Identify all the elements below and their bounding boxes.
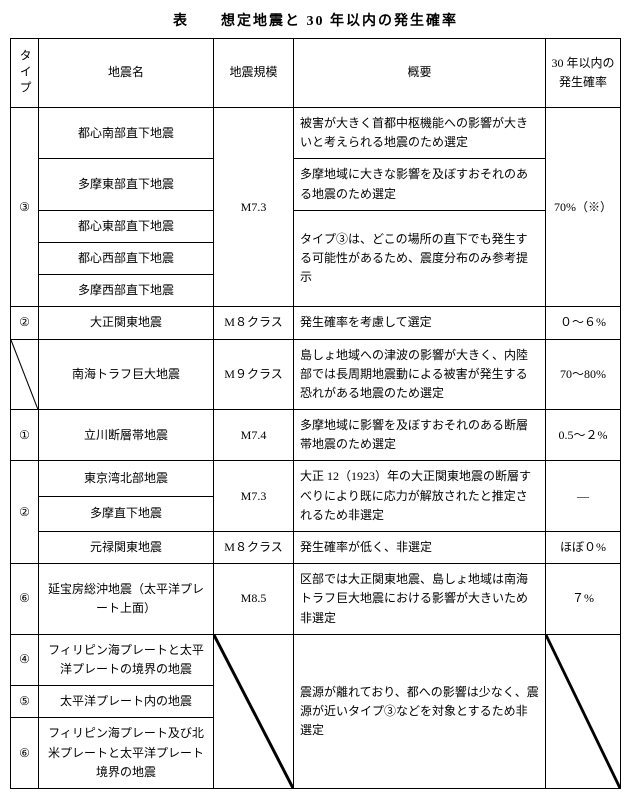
table-row: ④ フィリピン海プレートと太平洋プレートの境界の地震 震源が離れており、都への影…	[11, 634, 621, 685]
cell-scale-diagonal	[214, 634, 294, 788]
cell-type: ①	[11, 410, 39, 461]
cell-name: 東京湾北部地震	[39, 461, 214, 496]
cell-probability: ０～６%	[546, 307, 621, 339]
cell-name: 延宝房総沖地震（太平洋プレート上面）	[39, 564, 214, 635]
cell-type: ②	[11, 461, 39, 564]
cell-probability: ほぼ０%	[546, 532, 621, 564]
header-row: タイプ 地震名 地震規模 概要 30 年以内の発生確率	[11, 39, 621, 108]
table-row: ① 立川断層帯地震 M7.4 多摩地域に影響を及ぼすおそれのある断層帯地震のため…	[11, 410, 621, 461]
cell-name: 立川断層帯地震	[39, 410, 214, 461]
cell-name: 元禄関東地震	[39, 532, 214, 564]
cell-type: ⑤	[11, 686, 39, 718]
header-type: タイプ	[11, 39, 39, 108]
cell-probability: ―	[546, 461, 621, 532]
cell-probability: 0.5～２%	[546, 410, 621, 461]
cell-summary: タイプ③は、どこの場所の直下でも発生する可能性があるため、震度分布のみ参考提示	[294, 210, 546, 307]
cell-name: 都心西部直下地震	[39, 242, 214, 274]
cell-name: 多摩直下地震	[39, 496, 214, 531]
cell-type: ②	[11, 307, 39, 339]
cell-type-diagonal	[11, 339, 39, 410]
cell-summary: 島しょ地域への津波の影響が大きく、内陸部では長周期地震動による被害が発生する恐れ…	[294, 339, 546, 410]
cell-name: 南海トラフ巨大地震	[39, 339, 214, 410]
table-row: 南海トラフ巨大地震 M９クラス 島しょ地域への津波の影響が大きく、内陸部では長周…	[11, 339, 621, 410]
cell-summary: 多摩地域に影響を及ぼすおそれのある断層帯地震のため選定	[294, 410, 546, 461]
cell-summary: 震源が離れており、都への影響は少なく、震源が近いタイプ③などを対象とするため非選…	[294, 634, 546, 788]
cell-scale: M９クラス	[214, 339, 294, 410]
cell-summary: 発生確率を考慮して選定	[294, 307, 546, 339]
header-probability: 30 年以内の発生確率	[546, 39, 621, 108]
earthquake-table: タイプ 地震名 地震規模 概要 30 年以内の発生確率 ③ 都心南部直下地震 M…	[10, 38, 621, 789]
table-row: 元禄関東地震 M８クラス 発生確率が低く、非選定 ほぼ０%	[11, 532, 621, 564]
cell-summary: 大正 12（1923）年の大正関東地震の断層すべりにより既に応力が解放されたと推…	[294, 461, 546, 532]
table-row: ⑥ 延宝房総沖地震（太平洋プレート上面） M8.5 区部では大正関東地震、島しょ…	[11, 564, 621, 635]
cell-name: 大正関東地震	[39, 307, 214, 339]
cell-scale: M８クラス	[214, 307, 294, 339]
cell-name: 多摩東部直下地震	[39, 159, 214, 210]
cell-summary: 発生確率が低く、非選定	[294, 532, 546, 564]
cell-scale: M7.3	[214, 461, 294, 532]
cell-scale: M8.5	[214, 564, 294, 635]
cell-scale: M８クラス	[214, 532, 294, 564]
table-row: 都心東部直下地震 タイプ③は、どこの場所の直下でも発生する可能性があるため、震度…	[11, 210, 621, 242]
cell-type: ④	[11, 634, 39, 685]
cell-probability: ７%	[546, 564, 621, 635]
cell-name: フィリピン海プレートと太平洋プレートの境界の地震	[39, 634, 214, 685]
cell-scale: M7.3	[214, 108, 294, 307]
cell-summary: 多摩地域に大きな影響を及ぼすおそれのある地震のため選定	[294, 159, 546, 210]
cell-scale: M7.4	[214, 410, 294, 461]
cell-probability: 70～80%	[546, 339, 621, 410]
cell-type: ⑥	[11, 718, 39, 789]
cell-name: 都心東部直下地震	[39, 210, 214, 242]
cell-type: ③	[11, 108, 39, 307]
table-title: 表 想定地震と 30 年以内の発生確率	[10, 10, 621, 30]
header-scale: 地震規模	[214, 39, 294, 108]
header-name: 地震名	[39, 39, 214, 108]
cell-probability: 70%（※）	[546, 108, 621, 307]
table-row: ③ 都心南部直下地震 M7.3 被害が大きく首都中枢機能への影響が大きいと考えら…	[11, 108, 621, 159]
cell-name: 多摩西部直下地震	[39, 275, 214, 307]
cell-name: 都心南部直下地震	[39, 108, 214, 159]
cell-probability-diagonal	[546, 634, 621, 788]
cell-summary: 被害が大きく首都中枢機能への影響が大きいと考えられる地震のため選定	[294, 108, 546, 159]
table-row: ② 大正関東地震 M８クラス 発生確率を考慮して選定 ０～６%	[11, 307, 621, 339]
cell-name: 太平洋プレート内の地震	[39, 686, 214, 718]
table-row: ② 東京湾北部地震 M7.3 大正 12（1923）年の大正関東地震の断層すべり…	[11, 461, 621, 496]
cell-summary: 区部では大正関東地震、島しょ地域は南海トラフ巨大地震における影響が大きいため非選…	[294, 564, 546, 635]
cell-type: ⑥	[11, 564, 39, 635]
header-summary: 概要	[294, 39, 546, 108]
table-row: 多摩東部直下地震 多摩地域に大きな影響を及ぼすおそれのある地震のため選定	[11, 159, 621, 210]
cell-name: フィリピン海プレート及び北米プレートと太平洋プレート境界の地震	[39, 718, 214, 789]
